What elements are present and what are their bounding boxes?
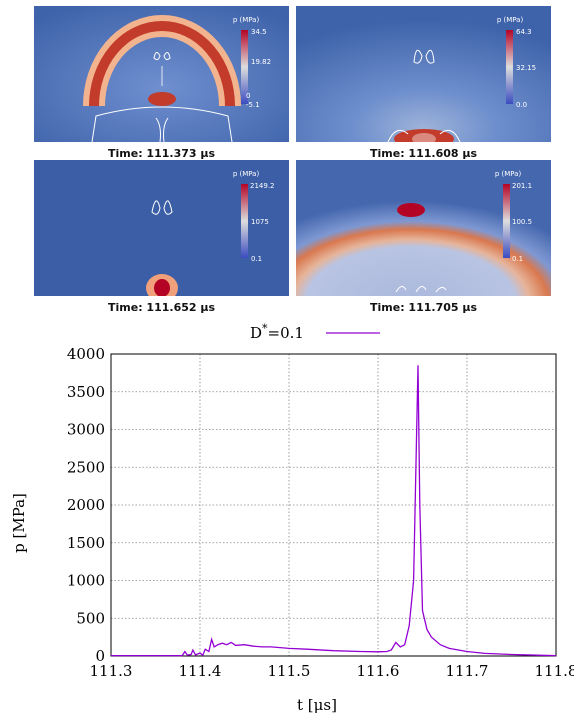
legend-suffix: =0.1 [268, 324, 304, 342]
colorbar-3 [241, 184, 248, 258]
x-axis-label: t [μs] [297, 696, 337, 714]
y-tick-label: 3500 [67, 383, 105, 401]
x-tick-label: 111.7 [446, 662, 489, 680]
y-tick-label: 1000 [67, 572, 105, 590]
x-tick-label: 111.4 [179, 662, 222, 680]
colorbar-max-4: 201.1 [512, 182, 532, 190]
y-tick-label: 2500 [67, 458, 105, 476]
snapshot-caption-1: Time: 111.373 μs [108, 147, 215, 160]
legend: D*=0.1 [250, 322, 380, 342]
colorbar-mid-1: 19.82 [251, 58, 271, 66]
colorbar-mid-2: 32.15 [516, 64, 536, 72]
y-tick-label: 0 [95, 647, 105, 665]
colorbar-mid-4: 100.5 [512, 218, 532, 226]
snapshot-panel-2: p (MPa) 64.3 32.15 0.0 [296, 6, 551, 142]
y-axis-label: p [MPa] [10, 493, 28, 553]
colorbar-mid-3: 1075 [251, 218, 269, 226]
colorbar-title-2: p (MPa) [497, 16, 524, 24]
x-tick-label: 111.5 [268, 662, 311, 680]
legend-sup: * [262, 322, 268, 335]
pressure-field-1: p (MPa) 34.5 19.82 0 -5.1 [34, 6, 289, 142]
legend-name: D [250, 324, 262, 342]
axis-ticks: 111.3 111.4 111.5 111.6 111.7 111.8 0 500 1000 15… [67, 345, 574, 680]
y-tick-label: 1500 [67, 534, 105, 552]
pressure-time-chart: 111.3 111.4 111.5 111.6 111.7 111.8 0 500 1000 15… [10, 322, 574, 714]
snapshot-caption-4: Time: 111.705 μs [370, 301, 477, 314]
x-tick-label: 111.8 [535, 662, 574, 680]
pressure-field-2: p (MPa) 64.3 32.15 0.0 [296, 6, 551, 142]
colorbar-4 [503, 184, 510, 258]
snapshot-panel-1: p (MPa) 34.5 19.82 0 -5.1 [34, 6, 289, 142]
legend-label: D*=0.1 [250, 322, 304, 342]
colorbar-1 [241, 30, 248, 104]
colorbar-min-2: 0.0 [516, 101, 527, 109]
snapshot-caption-2: Time: 111.608 μs [370, 147, 477, 160]
colorbar-low-1: 0 [246, 92, 250, 100]
x-tick-label: 111.3 [90, 662, 133, 680]
pressure-field-4: p (MPa) 201.1 100.5 0.1 [296, 160, 551, 296]
pressure-field-3: p (MPa) 2149.2 1075 0.1 [34, 160, 289, 296]
colorbar-max-2: 64.3 [516, 28, 532, 36]
colorbar-title-3: p (MPa) [233, 170, 260, 178]
y-tick-label: 3000 [67, 421, 105, 439]
y-tick-label: 2000 [67, 496, 105, 514]
colorbar-title-4: p (MPa) [495, 170, 522, 178]
colorbar-min-3: 0.1 [251, 255, 262, 263]
y-tick-label: 500 [76, 609, 105, 627]
colorbar-min-1: -5.1 [246, 101, 260, 109]
series-line-d0.1 [111, 365, 557, 657]
y-tick-label: 4000 [67, 345, 105, 363]
plot-frame [110, 353, 557, 657]
grid [111, 354, 556, 656]
colorbar-2 [506, 30, 513, 104]
colorbar-max-1: 34.5 [251, 28, 267, 36]
colorbar-min-4: 0.1 [512, 255, 523, 263]
colorbar-title-1: p (MPa) [233, 16, 260, 24]
snapshot-panel-4: p (MPa) 201.1 100.5 0.1 [296, 160, 551, 296]
snapshot-caption-3: Time: 111.652 μs [108, 301, 215, 314]
snapshot-panel-3: p (MPa) 2149.2 1075 0.1 [34, 160, 289, 296]
x-tick-label: 111.6 [357, 662, 400, 680]
colorbar-max-3: 2149.2 [250, 182, 275, 190]
